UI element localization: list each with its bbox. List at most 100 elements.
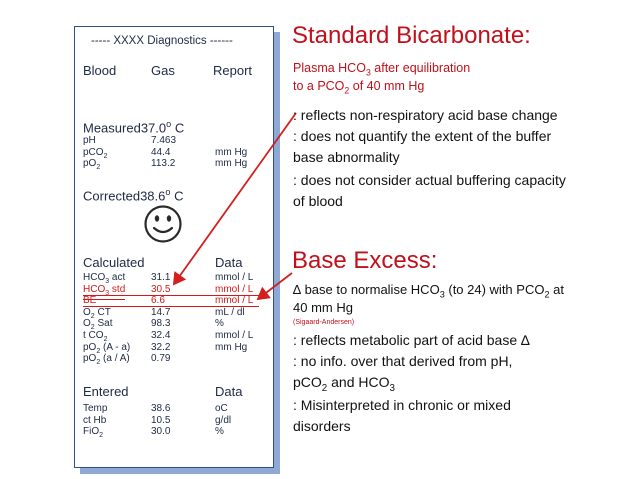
corrected-degree: o [165, 187, 171, 197]
row-name: pCO2 [83, 147, 107, 162]
row-value: 38.6 [151, 403, 171, 414]
row-name-sub: 2 [96, 359, 101, 367]
row-name-sub: 2 [96, 347, 101, 355]
row-name: t CO2 [83, 330, 107, 345]
row-name-text: O [83, 318, 91, 330]
row-name-text: BE [83, 295, 97, 307]
sb-note-1: : reflects non-respiratory acid base cha… [293, 107, 558, 123]
row-value: 10.5 [151, 414, 171, 426]
row-name-text: ct Hb [83, 414, 107, 426]
base-excess-definition-line1: ∆ base to normalise HCO3 (to 24) with PC… [293, 281, 564, 304]
base-excess-definition-line2: 40 mm Hg [293, 300, 353, 315]
row-value: 44.4 [151, 146, 171, 158]
measured-temp: 37.0 [140, 120, 167, 136]
row-name-sub: 3 [105, 289, 110, 297]
be-def-sub2: 2 [544, 289, 550, 300]
row-name-text: O [83, 306, 91, 318]
row-name-sub: 2 [103, 152, 108, 160]
be-def-b: (to 24) with PCO [444, 282, 545, 297]
corrected-heading: Corrected38.6o C [83, 185, 183, 203]
row-name-suffix: std [109, 283, 126, 295]
row-value: 31.1 [151, 272, 171, 283]
base-excess-title: Base Excess: [292, 247, 438, 274]
row-name-sub: 2 [96, 164, 101, 171]
be-note-5: disorders [293, 418, 351, 434]
row-name-text: pH [83, 135, 96, 146]
sb-note-2: : does not quantify the extent of the bu… [293, 128, 552, 144]
row-name: FiO2 [83, 426, 103, 441]
be-def-c: at [549, 282, 564, 297]
row-unit: % [215, 318, 224, 330]
row-name-text: t CO [83, 330, 104, 341]
row-name-text: pO [83, 158, 97, 169]
sb-def2-b: of 40 mm Hg [349, 79, 425, 93]
arrow-base-excess [256, 272, 293, 301]
row-name: O2 CT [83, 307, 111, 322]
row-name-suffix: (a / A) [100, 353, 130, 365]
printout-title: ----- XXXX Diagnostics ------ [91, 35, 233, 47]
measured-heading: Measured37.0o C [83, 117, 184, 135]
row-value: 6.6 [151, 295, 165, 307]
be-note-3-b: and HCO [327, 374, 390, 390]
be-note-3-a: pCO [293, 374, 322, 390]
row-name: pO2 (A - a) [83, 342, 130, 357]
sb-note-5: of blood [293, 193, 343, 209]
row-value: 113.2 [151, 158, 176, 169]
row-unit: % [215, 426, 224, 437]
measured-unit: C [174, 120, 185, 136]
be-note-3: pCO2 and HCO3 [293, 373, 395, 398]
row-unit: mm Hg [215, 341, 248, 353]
row-name-suffix: Sat [94, 318, 113, 330]
row-red-underline [83, 294, 259, 296]
row-unit: mmol / L [215, 283, 254, 295]
row-name-sub: 2 [103, 336, 108, 343]
row-name-text: pCO [83, 146, 104, 158]
be-note-2: : no info. over that derived from pH, [293, 353, 513, 369]
sb-note-3: base abnormality [293, 149, 400, 165]
row-name-text: Temp [83, 403, 108, 414]
row-unit: mmol / L [215, 330, 254, 341]
be-note-4: : Misinterpreted in chronic or mixed [293, 397, 511, 413]
calculated-label: Calculated [83, 255, 145, 270]
sb-note-4: : does not consider actual buffering cap… [293, 172, 566, 188]
calculated-data-label: Data [215, 255, 243, 270]
row-unit: mL / dl [215, 306, 245, 318]
row-value: 32.4 [151, 330, 171, 341]
row-value: 30.5 [151, 283, 171, 295]
standard-bicarbonate-definition-line1: Plasma HCO3 after equilibration [293, 60, 470, 82]
row-name-suffix: act [109, 272, 126, 283]
sb-def2-sub: 2 [344, 85, 350, 96]
row-name-suffix: CT [94, 306, 111, 318]
row-unit: mm Hg [215, 146, 248, 158]
row-name: ct Hb [83, 415, 106, 426]
header-blood: Blood [83, 63, 117, 78]
standard-bicarbonate-title: Standard Bicarbonate: [292, 22, 531, 49]
be-note-3-sub2: 3 [389, 382, 395, 394]
be-def-sub1: 3 [439, 289, 445, 300]
row-name-text: HCO [83, 272, 106, 283]
row-name-text: pO [83, 353, 97, 365]
row-unit: mmol / L [215, 272, 254, 283]
row-name-sub: 3 [105, 278, 110, 285]
row-name-text: pO [83, 341, 97, 353]
header-report: Report [213, 63, 253, 78]
row-name: pH [83, 135, 96, 146]
row-name-text: FiO [83, 426, 100, 437]
row-unit: oC [215, 403, 228, 414]
row-name-suffix: (A - a) [100, 341, 131, 353]
be-note-1: : reflects metabolic part of acid base ∆ [293, 332, 530, 348]
row-name: HCO3 std [83, 283, 126, 300]
corrected-label: Corrected [83, 188, 141, 204]
row-name-sub: 2 [99, 432, 104, 439]
row-name-text: HCO [83, 283, 106, 295]
corrected-unit: C [174, 188, 184, 204]
sb-def1-b: after equilibration [370, 61, 471, 75]
row-unit: mm Hg [215, 158, 248, 169]
sb-def1-sub: 3 [365, 67, 371, 78]
sb-def1-a: Plasma HCO [293, 61, 366, 75]
row-unit: mmol / L [215, 295, 254, 307]
base-excess-citation: (Sigaard-Andersen) [293, 319, 355, 326]
sb-def2-a: to a PCO [293, 79, 345, 93]
row-name: Temp [83, 403, 107, 414]
blood-gas-printout: ----- XXXX Diagnostics ------ Blood Gas … [74, 26, 274, 468]
